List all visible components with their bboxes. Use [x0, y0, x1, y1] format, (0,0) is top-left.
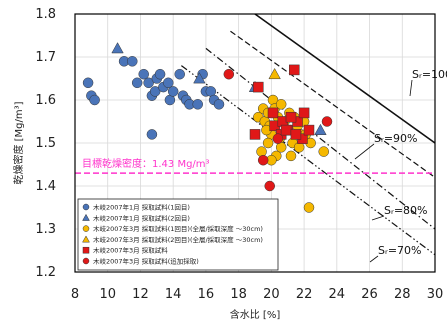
plot-frame: [74, 13, 436, 273]
y-tick-label: 1.6: [35, 93, 56, 108]
data-point: [303, 202, 315, 213]
legend-box: [77, 198, 279, 271]
curve-label-leader: [354, 143, 375, 160]
legend-label: 木岐2007年3月 採取試料(追加採取): [93, 257, 199, 266]
x-tick-label: 22: [296, 287, 313, 302]
data-point: [318, 146, 329, 157]
data-point: [290, 129, 302, 140]
x-axis-label: 含水比 [%]: [230, 308, 281, 321]
data-point: [223, 68, 235, 80]
legend-marker: [82, 213, 90, 221]
x-tick-label: 28: [394, 287, 411, 302]
data-point: [262, 137, 274, 149]
x-tick-label: 8: [71, 287, 79, 302]
saturation-curve-label: Sᵣ=70%: [378, 244, 422, 257]
x-tick-label: 20: [263, 287, 280, 302]
data-point: [285, 111, 297, 123]
x-axis-ticks: 8 10 12 14 16 18 20 22 24 26 28 30: [71, 287, 443, 302]
saturation-curve-label: Sᵣ=90%: [374, 132, 418, 145]
data-point: [174, 68, 185, 80]
series-5: [223, 68, 333, 192]
y-tick-label: 1.7: [35, 50, 56, 65]
data-point: [272, 133, 284, 144]
legend-marker: [82, 225, 90, 232]
data-point: [256, 146, 267, 157]
data-point: [127, 56, 138, 67]
y-tick-label: 1.4: [35, 179, 56, 194]
data-point: [253, 81, 264, 93]
y-tick-label: 1.5: [35, 136, 56, 151]
data-point: [289, 64, 300, 76]
data-point: [249, 129, 261, 140]
legend-label: 木岐2007年1月 採取試料(1回目): [93, 203, 190, 212]
data-point: [149, 86, 161, 97]
x-tick-label: 12: [132, 287, 149, 302]
series-0: [82, 56, 225, 140]
data-point: [267, 107, 279, 119]
data-point: [82, 77, 94, 89]
saturation-curve-label: Sᵣ=100%: [412, 68, 447, 81]
legend: 木岐2007年1月 採取試料(1回目)木岐2007年1月 採取試料(2回目) 木岐…: [77, 198, 279, 271]
x-tick-label: 30: [427, 287, 444, 302]
data-point: [89, 94, 100, 106]
curve-label-leader: [409, 79, 413, 97]
legend-marker: [82, 257, 90, 265]
target-line-label: 目標乾燥密度：1.43 Mg/m³: [82, 157, 210, 170]
series-4: [249, 64, 315, 144]
data-point: [303, 124, 315, 136]
data-point: [280, 124, 292, 136]
data-point: [264, 180, 275, 192]
data-point: [321, 116, 333, 127]
x-tick-label: 26: [361, 287, 378, 302]
y-tick-label: 1.8: [35, 7, 56, 22]
series-3: [268, 67, 281, 80]
data-point: [268, 67, 281, 80]
legend-marker: [82, 246, 90, 254]
saturation-curve: [205, 47, 436, 230]
data-point: [163, 77, 174, 89]
curve-label-leader: [371, 215, 385, 221]
saturation-curve: [254, 13, 436, 144]
data-point: [146, 129, 158, 140]
legend-label: 木岐2007年1月 採取試料(2回目): [93, 213, 190, 222]
data-point: [298, 107, 310, 119]
data-points: [82, 42, 333, 213]
data-point: [285, 150, 297, 162]
x-tick-label: 10: [99, 287, 116, 302]
y-axis-ticks: 1.2 1.3 1.4 1.5 1.6 1.7 1.8: [35, 7, 56, 280]
legend-marker: [82, 235, 90, 243]
data-point: [314, 123, 327, 135]
data-point: [143, 77, 154, 89]
saturation-curves: Sᵣ=100% Sᵣ=90% Sᵣ=80% Sᵣ=70%: [181, 13, 447, 263]
legend-label: 木岐2007年3月 採取試料(1回目)(全層/採取深度 ～30cm): [93, 224, 263, 233]
legend-marker: [82, 203, 90, 211]
y-tick-label: 1.3: [35, 222, 56, 237]
data-point: [154, 68, 166, 80]
data-point: [138, 68, 149, 80]
curve-label-leader: [369, 255, 379, 263]
data-point: [213, 99, 225, 110]
data-point: [193, 72, 206, 84]
legend-label: 木岐2007年3月 採取試料: [93, 246, 168, 255]
x-tick-label: 18: [230, 287, 247, 302]
data-point: [111, 42, 124, 54]
data-point: [257, 154, 269, 166]
x-tick-label: 24: [329, 287, 346, 302]
saturation-curve-label: Sᵣ=80%: [384, 204, 428, 217]
y-axis-label: 乾燥密度 [Mg/m³]: [12, 101, 25, 184]
legend-label: 木岐2007年3月 採取試料(2回目)(全層/採取深度 ～30cm): [93, 235, 263, 244]
data-point: [167, 86, 179, 97]
saturation-curve: [230, 30, 436, 178]
data-point: [192, 99, 203, 110]
y-tick-label: 1.2: [35, 265, 56, 280]
data-point: [275, 99, 287, 110]
x-tick-label: 16: [198, 287, 215, 302]
saturation-curve: [181, 65, 436, 256]
x-tick-label: 14: [165, 287, 182, 302]
data-point: [131, 77, 143, 89]
